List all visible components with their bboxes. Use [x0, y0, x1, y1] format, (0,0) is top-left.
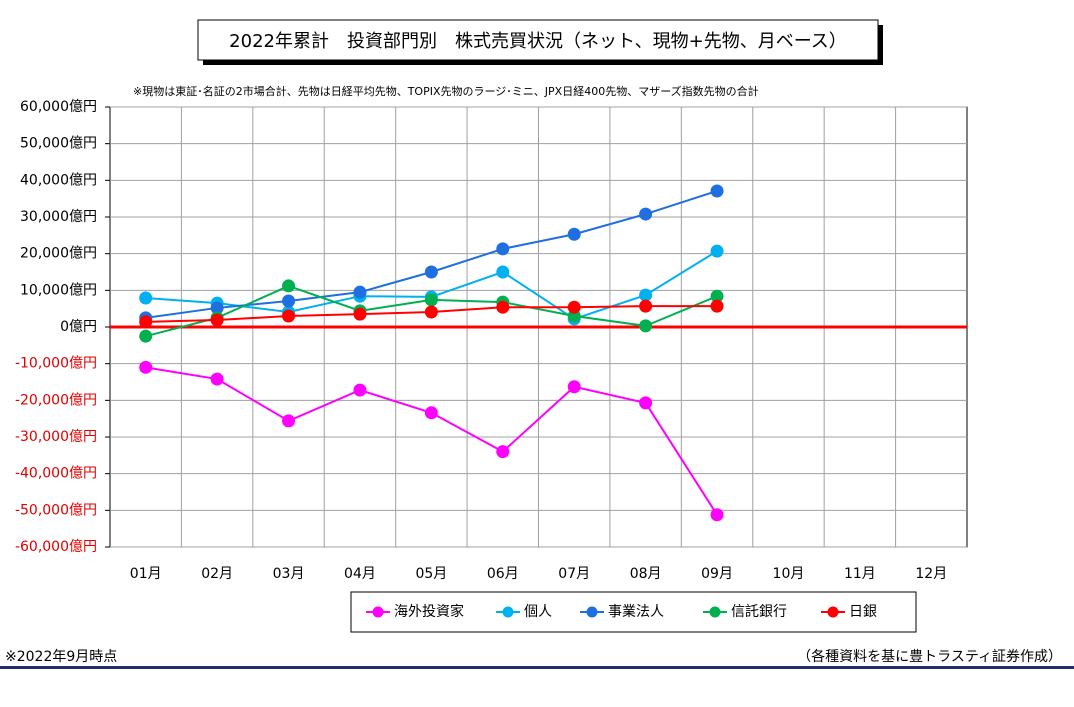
x-tick-label: 09月	[701, 566, 733, 582]
y-tick-label: 40,000億円	[20, 172, 97, 188]
data-point	[424, 265, 438, 279]
x-tick-label: 05月	[415, 566, 447, 582]
y-tick-label: 20,000億円	[20, 246, 97, 262]
data-point	[639, 288, 653, 302]
legend-label: 海外投資家	[394, 603, 464, 620]
legend-marker	[709, 606, 721, 618]
data-point	[639, 207, 653, 221]
legend-label: 日銀	[849, 604, 877, 620]
data-point	[282, 294, 296, 308]
y-tick-label: -60,000億円	[15, 539, 97, 555]
data-point	[210, 301, 224, 315]
title-box	[197, 19, 879, 61]
x-tick-label: 07月	[558, 566, 590, 582]
x-tick-label: 02月	[201, 566, 233, 582]
legend-marker	[586, 606, 598, 618]
x-tick-label: 04月	[344, 566, 376, 582]
data-point	[639, 319, 653, 333]
footer-rule	[0, 666, 1074, 669]
data-point	[496, 242, 510, 256]
data-point	[567, 300, 581, 314]
x-tick-label: 01月	[130, 566, 162, 582]
y-tick-label: 30,000億円	[20, 209, 97, 225]
data-point	[282, 309, 296, 323]
data-point	[210, 313, 224, 327]
data-point	[567, 227, 581, 241]
legend-label: 信託銀行	[731, 604, 787, 620]
data-point	[710, 244, 724, 258]
data-point	[139, 329, 153, 343]
x-tick-label: 11月	[844, 566, 876, 582]
legend-marker	[372, 606, 384, 618]
legend-label: 事業法人	[608, 604, 664, 620]
y-tick-label: 0億円	[60, 319, 97, 335]
x-tick-label: 08月	[630, 566, 662, 582]
data-point	[639, 299, 653, 313]
data-point	[424, 293, 438, 307]
y-tick-label: -50,000億円	[15, 502, 97, 518]
data-point	[639, 396, 653, 410]
data-point	[710, 299, 724, 313]
data-point	[210, 372, 224, 386]
y-tick-label: 60,000億円	[20, 99, 97, 115]
data-point	[496, 300, 510, 314]
legend-marker	[827, 606, 839, 618]
y-tick-label: 50,000億円	[20, 136, 97, 152]
x-tick-label: 03月	[273, 566, 305, 582]
data-point	[496, 265, 510, 279]
legend-label: 個人	[524, 604, 552, 620]
data-point	[424, 406, 438, 420]
data-point	[353, 307, 367, 321]
y-tick-label: -20,000億円	[15, 392, 97, 408]
y-tick-label: 10,000億円	[20, 282, 97, 298]
data-point	[710, 508, 724, 522]
data-point	[353, 383, 367, 397]
data-point	[139, 360, 153, 374]
y-tick-label: -40,000億円	[15, 466, 97, 482]
chart-title: 2022年累計 投資部門別 株式売買状況（ネット、現物+先物、月ベース）	[229, 31, 847, 52]
data-point	[710, 289, 724, 303]
x-tick-label: 10月	[773, 566, 805, 582]
data-point	[710, 184, 724, 198]
subtitle: ※現物は東証･名証の2市場合計、先物は日経平均先物、TOPIX先物のラージ･ミニ…	[133, 84, 759, 98]
data-point	[139, 315, 153, 329]
data-point	[139, 291, 153, 305]
data-point	[282, 414, 296, 428]
x-tick-label: 12月	[915, 566, 947, 582]
data-point	[567, 380, 581, 394]
x-tick-label: 06月	[487, 566, 519, 582]
data-point	[353, 285, 367, 299]
data-point	[424, 305, 438, 319]
legend-marker	[502, 606, 514, 618]
data-point	[282, 279, 296, 293]
footnote-right: （各種資料を基に豊トラスティ証券作成）	[797, 648, 1062, 665]
y-tick-label: -10,000億円	[15, 356, 97, 372]
footnote-left: ※2022年9月時点	[5, 649, 117, 665]
y-tick-label: -30,000億円	[15, 429, 97, 445]
data-point	[496, 445, 510, 459]
